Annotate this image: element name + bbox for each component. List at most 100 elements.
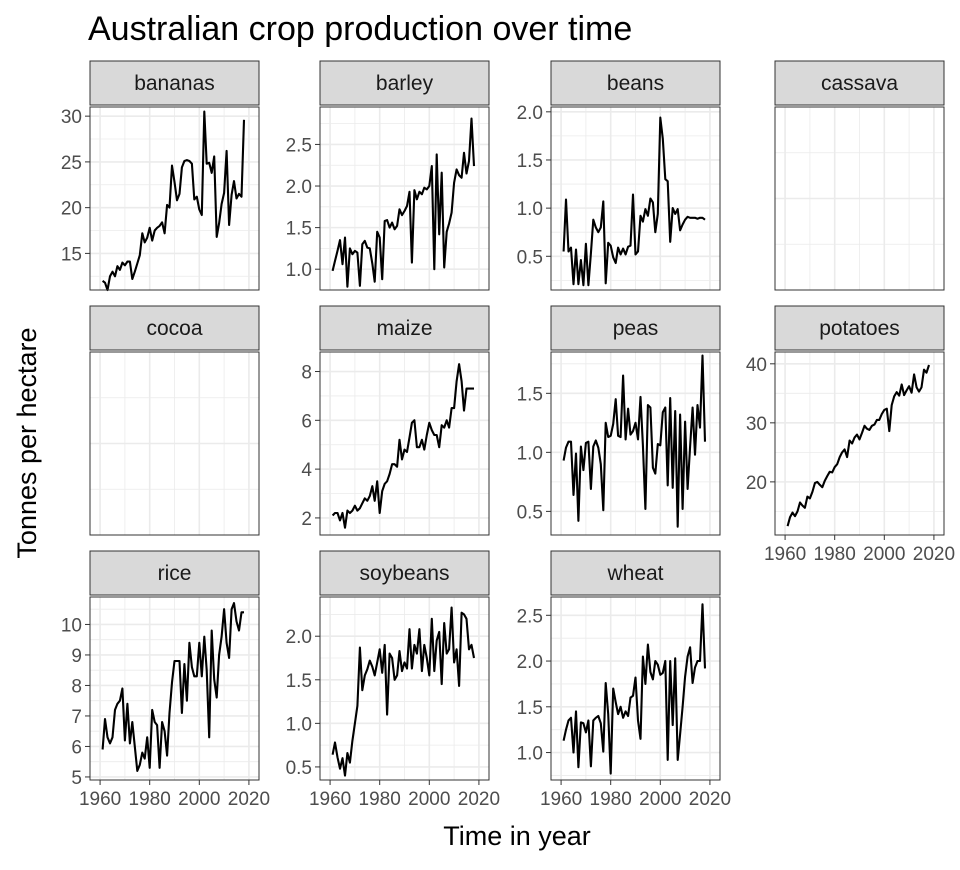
facet-strip [550, 550, 721, 596]
facet-panel-border [774, 351, 945, 536]
x-tick-label: 2000 [408, 789, 450, 810]
facet-panel-border [550, 596, 721, 781]
facet-strip-label: wheat [606, 562, 663, 585]
y-tick-label: 1.0 [517, 443, 543, 464]
y-tick-label: 25 [61, 153, 82, 174]
y-tick-label: 30 [61, 107, 82, 128]
y-tick-label: 2.0 [517, 652, 543, 673]
x-tick-label: 1980 [359, 789, 401, 810]
facet-beans: beans 0.5 1.0 1.5 2.0 [517, 60, 721, 291]
facet-panel-border [319, 106, 490, 291]
facet-strip [319, 60, 490, 106]
x-tick-label: 2000 [178, 789, 220, 810]
y-tick-label: 7 [71, 707, 82, 728]
facet-panel-border [550, 351, 721, 536]
facet-peas: peas 0.5 1.0 1.5 [517, 305, 721, 536]
facet-strip-label: soybeans [360, 562, 450, 585]
y-tick-label: 2 [301, 509, 312, 530]
facet-strip-label: cassava [821, 72, 898, 95]
facet-strip-label: maize [376, 317, 432, 340]
facet-strip [319, 550, 490, 596]
y-tick-label: 1.5 [517, 384, 543, 405]
y-tick-label: 6 [71, 737, 82, 758]
series-line-soybeans [331, 606, 476, 777]
facet-strip [319, 305, 490, 351]
x-tick-label: 1960 [540, 789, 582, 810]
facet-wheat: wheat 1.0 1.5 2.0 2.5 1960 1980 2000 2020 [517, 550, 731, 810]
facet-strip [89, 550, 260, 596]
y-tick-label: 1.5 [517, 698, 543, 719]
series-line-maize [331, 363, 474, 529]
facet-maize: maize 2 4 6 8 [301, 305, 490, 536]
y-tick-label: 1.0 [517, 744, 543, 765]
y-tick-label: 0.5 [286, 758, 312, 779]
x-tick-label: 2020 [458, 789, 500, 810]
y-tick-label: 9 [71, 646, 82, 667]
series-line-barley [331, 117, 476, 288]
y-tick-label: 10 [61, 615, 82, 636]
y-tick-label: 1.5 [517, 151, 543, 172]
x-tick-label: 1980 [814, 544, 856, 565]
facet-strip-label: barley [376, 72, 434, 95]
y-tick-label: 1.5 [286, 219, 312, 240]
facet-strip-label: rice [158, 562, 192, 585]
y-tick-label: 2.5 [286, 135, 312, 156]
facet-strip [89, 305, 260, 351]
y-tick-label: 1.0 [517, 199, 543, 220]
series-line-beans [562, 116, 706, 287]
y-tick-label: 2.0 [286, 177, 312, 198]
chart-title: Australian crop production over time [88, 10, 632, 48]
facet-strip [774, 305, 945, 351]
y-tick-label: 0.5 [517, 247, 543, 268]
facet-strip [550, 60, 721, 106]
x-tick-label: 1960 [764, 544, 806, 565]
facet-strip-label: beans [607, 72, 664, 95]
y-tick-label: 1.5 [286, 671, 312, 692]
facet-panel-border [550, 106, 721, 291]
facet-panel-border [89, 596, 260, 781]
y-tick-label: 15 [61, 244, 82, 265]
facet-bananas: bananas 15 20 25 30 [61, 60, 260, 292]
x-tick-label: 1960 [79, 789, 121, 810]
y-tick-label: 2.0 [286, 627, 312, 648]
y-tick-label: 1.0 [286, 714, 312, 735]
facet-soybeans: soybeans 0.5 1.0 1.5 2.0 1960 1980 2000 2020 [286, 550, 500, 810]
y-tick-label: 5 [71, 768, 82, 789]
facet-strip-label: potatoes [819, 317, 900, 340]
facet-panels: bananas15202530barley1.01.52.02.5beans0.… [61, 60, 955, 810]
x-tick-label: 1980 [129, 789, 171, 810]
x-tick-label: 2000 [639, 789, 681, 810]
y-tick-label: 30 [746, 414, 767, 435]
y-tick-label: 4 [301, 460, 312, 481]
x-tick-label: 1960 [309, 789, 351, 810]
series-line-peas [562, 354, 707, 528]
facet-panel-border [89, 106, 260, 291]
x-tick-label: 2000 [863, 544, 905, 565]
facet-panel-border [319, 596, 490, 781]
facet-panel-border [89, 351, 260, 536]
x-tick-label: 1980 [590, 789, 632, 810]
y-tick-label: 6 [301, 411, 312, 432]
x-tick-label: 2020 [689, 789, 731, 810]
facet-cocoa: cocoa [89, 305, 260, 536]
facet-strip-label: cocoa [146, 317, 202, 340]
facet-strip-label: peas [613, 317, 659, 340]
y-tick-label: 8 [71, 676, 82, 697]
series-line-potatoes [786, 364, 930, 527]
facet-cassava: cassava [774, 60, 945, 291]
y-axis-title: Tonnes per hectare [12, 327, 42, 558]
y-tick-label: 20 [61, 199, 82, 220]
facet-potatoes: potatoes 20 30 40 1960 1980 2000 2020 [746, 305, 955, 565]
y-tick-label: 2.0 [517, 103, 543, 124]
x-tick-label: 2020 [913, 544, 955, 565]
facet-rice: rice 5 6 7 8 9 10 1960 1980 2000 2020 [61, 550, 270, 810]
series-line-wheat [562, 603, 707, 775]
facet-strip-label: bananas [134, 72, 215, 95]
y-tick-label: 1.0 [286, 260, 312, 281]
facet-barley: barley 1.0 1.5 2.0 2.5 [286, 60, 490, 291]
facet-strip [550, 305, 721, 351]
y-tick-label: 40 [746, 355, 767, 376]
series-line-bananas [101, 110, 246, 292]
